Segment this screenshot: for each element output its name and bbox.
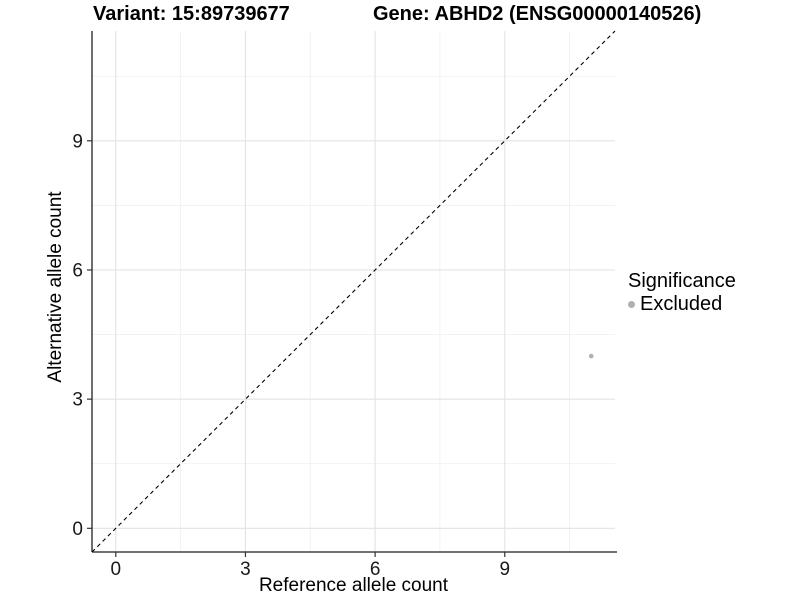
x-axis-title: Reference allele count: [258, 575, 449, 596]
y-tick-label: 3: [72, 390, 83, 411]
excluded-point-swatch-icon: [628, 300, 635, 308]
legend-item-label: Excluded: [640, 293, 723, 315]
x-tick-label: 6: [370, 559, 381, 580]
y-tick-label: 0: [72, 519, 83, 540]
legend: Significance Excluded: [628, 270, 736, 315]
y-tick-label: 9: [72, 131, 83, 152]
x-tick-label: 0: [110, 559, 121, 580]
y-axis-title: Alternative allele count: [45, 191, 66, 383]
x-tick-label: 9: [499, 559, 510, 580]
legend-title: Significance: [628, 270, 736, 292]
legend-item-excluded: Excluded: [628, 293, 736, 315]
gene-title: Gene: ABHD2 (ENSG00000140526): [373, 3, 702, 25]
variant-title: Variant: 15:89739677: [93, 3, 290, 25]
data-point: [588, 353, 594, 359]
identity-dashed-line: [91, 30, 616, 553]
x-tick-label: 3: [240, 559, 251, 580]
y-tick-label: 6: [72, 260, 83, 281]
